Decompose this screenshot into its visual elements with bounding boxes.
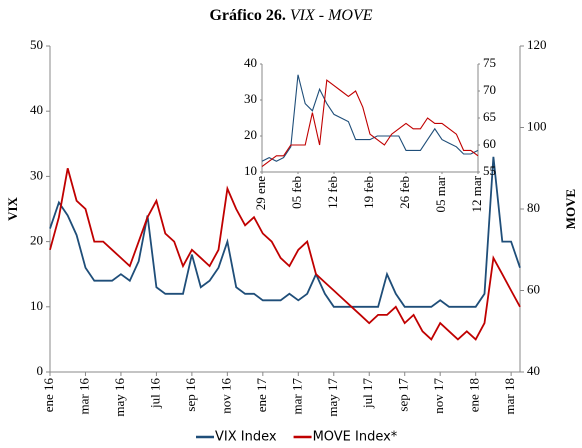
x-tick-label: mar 16	[76, 378, 91, 415]
series-line	[261, 79, 479, 168]
x-tick-label: jul 17	[360, 378, 375, 409]
x-tick-label: jul 16	[147, 378, 162, 409]
y-tick-label: 20	[30, 233, 43, 248]
x-tick-label: ene 18	[467, 378, 482, 412]
y-tick-label: 50	[30, 37, 43, 52]
y2-tick-label: 60	[483, 136, 496, 151]
y2-tick-label: 100	[527, 118, 547, 133]
y2-tick-label: 120	[527, 37, 547, 52]
chart-title: Gráfico 26. VIX - MOVE	[209, 7, 372, 24]
plot: 10 20 30 40 55 60 65 70 75 29 ene 05 feb 12 feb 19 f…	[244, 55, 496, 212]
y-axis-label: VIX	[5, 196, 20, 220]
y2-tick-label: 65	[483, 109, 496, 124]
series-line	[261, 74, 479, 162]
y2-axis-label: MOVE	[563, 189, 578, 229]
plot: 0 10 20 30 40 50 40 60 80 100 120 ene 16 mar 16 may 1…	[30, 37, 547, 417]
subtitle: VIX - MOVE	[290, 7, 373, 24]
x-tick-label: mar 18	[502, 378, 517, 414]
title: Gráfico 26.	[209, 7, 285, 24]
y-tick-label: 40	[244, 55, 257, 70]
y-tick-label: 40	[30, 102, 43, 117]
y2-tick-label: 70	[483, 82, 496, 97]
legend-label: VIX Index	[215, 430, 277, 445]
x-tick-label: sep 17	[396, 378, 411, 412]
y-tick-label: 20	[244, 127, 257, 142]
x-tick-label: sep 16	[183, 378, 198, 412]
x-tick-label: 12 mar	[469, 175, 484, 212]
series-line	[49, 168, 521, 341]
y-tick-label: 10	[244, 163, 257, 178]
y2-tick-label: 75	[483, 55, 496, 70]
y2-tick-label: 40	[527, 363, 540, 378]
x-tick-label: nov 16	[218, 378, 233, 414]
x-tick-label: 29 ene	[253, 176, 268, 211]
x-tick-label: nov 17	[431, 378, 446, 414]
x-tick-label: ene 16	[41, 378, 56, 413]
y2-tick-label: 80	[527, 200, 540, 215]
x-tick-label: ene 17	[254, 378, 269, 413]
x-tick-label: may 16	[112, 378, 127, 417]
legend-label: MOVE Index*	[313, 430, 398, 445]
y2-tick-label: 55	[483, 163, 496, 178]
series-line	[49, 156, 521, 308]
y-tick-label: 10	[30, 298, 43, 313]
x-tick-label: may 17	[325, 378, 340, 417]
x-tick-label: 12 feb	[325, 176, 340, 209]
x-tick-label: 19 feb	[361, 176, 376, 209]
x-tick-label: 05 mar	[433, 175, 448, 212]
x-tick-label: mar 17	[289, 378, 304, 415]
x-tick-label: 26 feb	[397, 176, 412, 209]
y2-tick-label: 60	[527, 281, 540, 296]
y-tick-label: 0	[37, 363, 44, 378]
y-tick-label: 30	[244, 91, 257, 106]
inset-background	[262, 64, 478, 172]
x-tick-label: 05 feb	[289, 176, 304, 209]
y-tick-label: 30	[30, 167, 43, 182]
